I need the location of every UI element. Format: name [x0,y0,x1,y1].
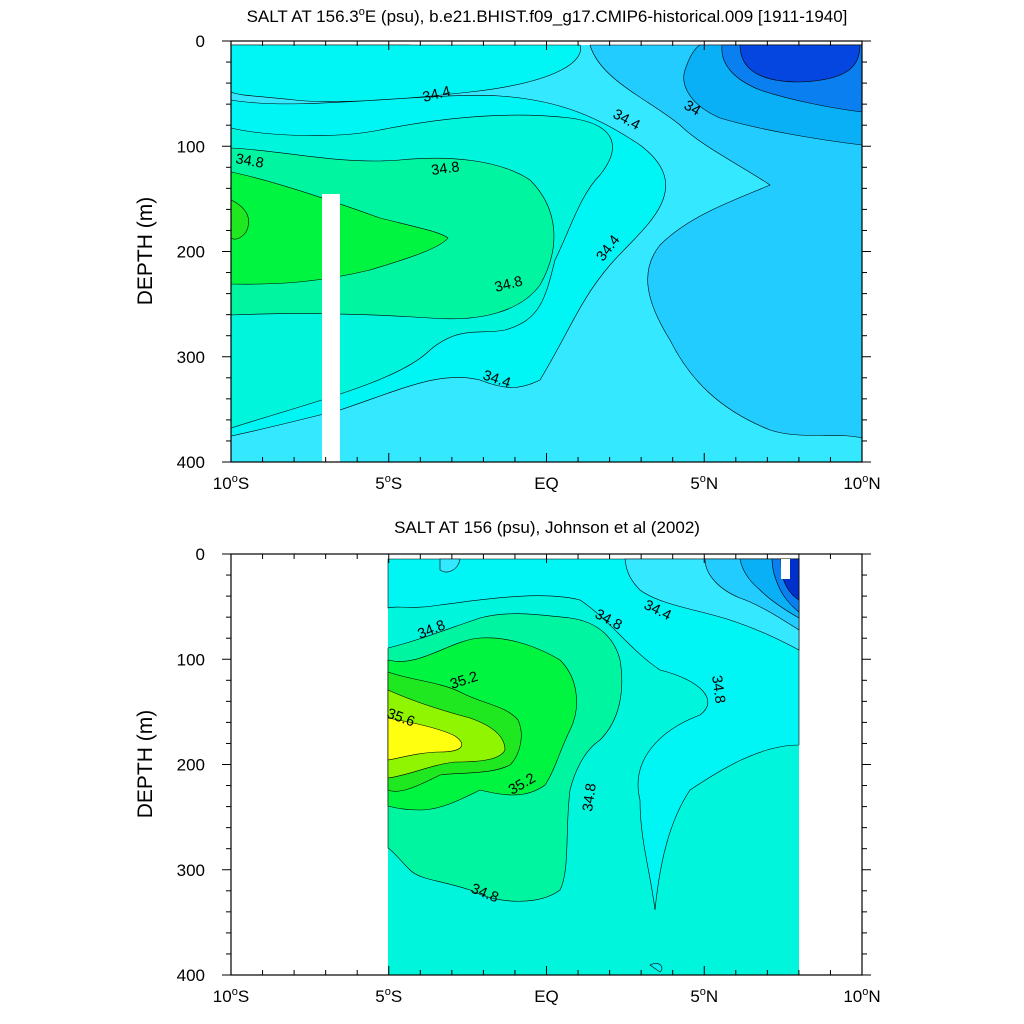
panel-model-contour-fills [230,44,863,462]
panel-obs-title: SALT AT 156 (psu), Johnson et al (2002) [394,518,700,537]
panel-obs-ylabel: DEPTH (m) [134,710,157,819]
x-tick-label: 10oS [213,986,249,1006]
panel-obs: SALT AT 156 (psu), Johnson et al (2002) … [134,518,881,1006]
contour-label: 34.8 [430,159,460,179]
panel-model-contour-labels: 34.4 34.8 34.8 34.4 34 34.8 34.4 34.4 [234,84,703,392]
fill-34.6 [387,558,800,973]
fill-33.6-north [739,44,861,83]
x-tick-label: EQ [534,987,559,1006]
contour-label: 34.4 [421,84,452,106]
y-tick-label: 0 [196,32,205,51]
y-tick-label: 300 [177,861,205,880]
contour-label: 34.8 [493,274,524,296]
y-tick-label: 0 [196,545,205,564]
y-tick-label: 100 [177,137,205,156]
fill-34.2-north [589,44,863,439]
panel-model-axes: 10oS 5oS EQ 5oN 10oN 0 100 200 300 400 [177,32,881,493]
panel-obs-contour-fills [387,558,800,975]
panel-model: SALT AT 156.3oE (psu), b.e21.BHIST.f09_g… [134,6,881,493]
panel-obs-axes: 10oS 5oS EQ 5oN 10oN 0 100 200 300 400 [177,545,881,1006]
y-tick-label: 400 [177,966,205,985]
y-tick-label: 200 [177,243,205,262]
fill-34.4 [439,558,800,651]
panel-model-title: SALT AT 156.3oE (psu), b.e21.BHIST.f09_g… [247,6,848,26]
x-tick-label: 5oN [690,986,718,1006]
x-tick-label: 5oN [690,473,718,493]
fill-35.2 [230,199,249,240]
panel-model-ylabel: DEPTH (m) [134,197,157,306]
missing-data-column [322,194,340,462]
contour-label: 34.8 [708,674,728,704]
x-tick-label: EQ [534,474,559,493]
missing-data-notch-edge [790,559,793,584]
contour-label: 34.8 [580,782,600,812]
x-tick-label: 10oN [843,986,880,1006]
y-tick-label: 300 [177,348,205,367]
y-tick-label: 200 [177,756,205,775]
fill-35.8-core [387,717,463,761]
x-tick-label: 5oS [375,986,402,1006]
x-tick-label: 10oS [213,473,249,493]
x-tick-label: 10oN [843,473,880,493]
contour-label: 34 [681,98,703,120]
y-tick-label: 100 [177,650,205,669]
y-tick-label: 400 [177,453,205,472]
x-tick-label: 5oS [375,473,402,493]
contour-label: 34.8 [234,151,265,172]
